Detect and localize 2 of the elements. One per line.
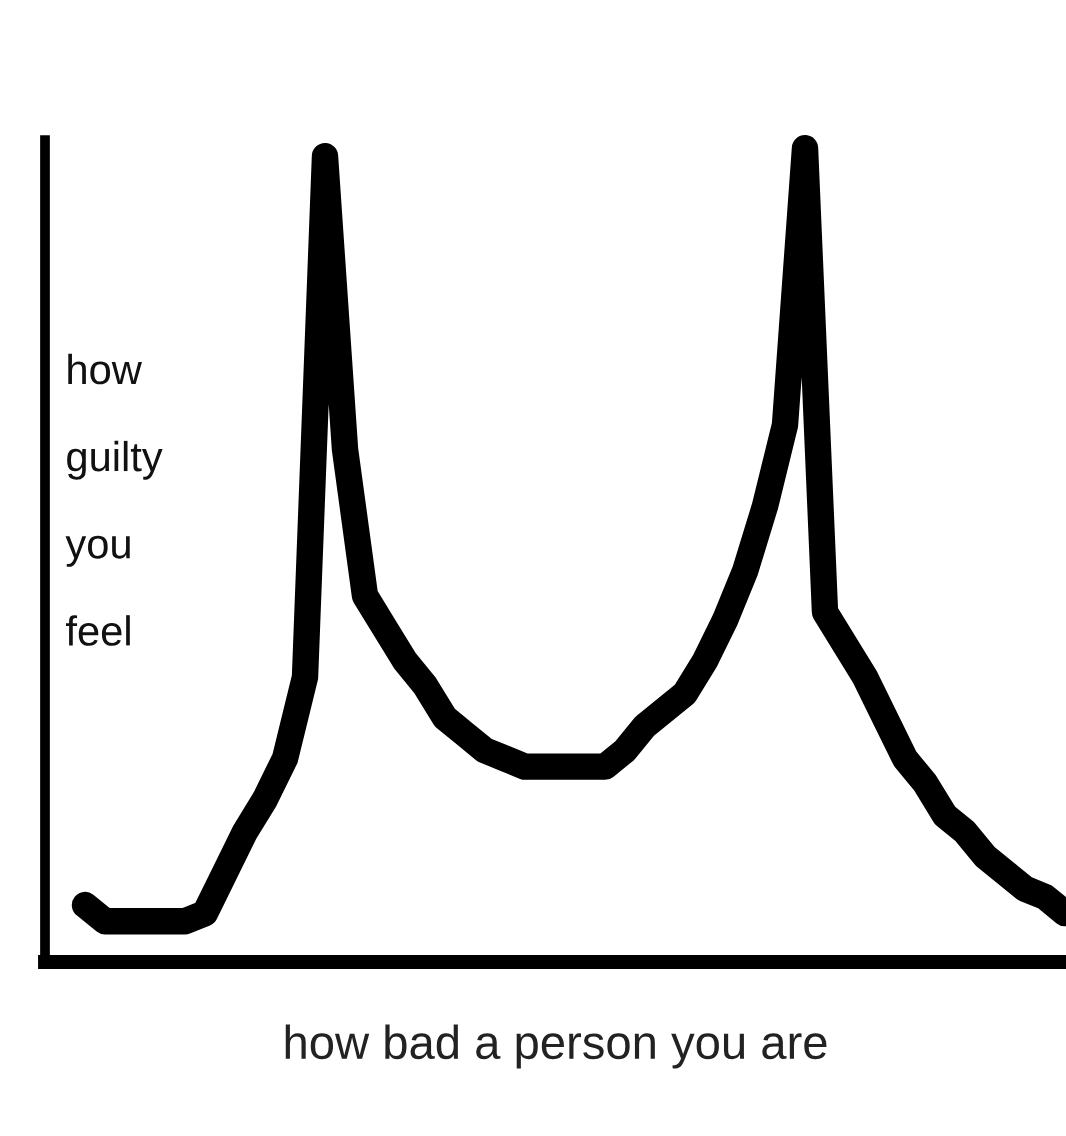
text: how guilty you feel: [65, 353, 163, 646]
x-axis-title: how bad a person you are: [285, 1024, 827, 1069]
